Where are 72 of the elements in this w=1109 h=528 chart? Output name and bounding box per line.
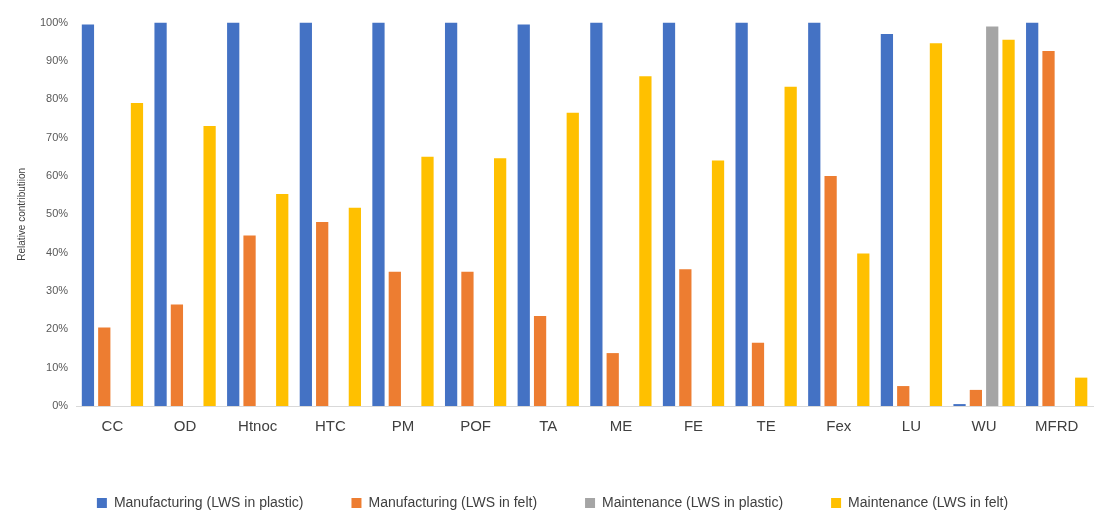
bar: [276, 193, 289, 406]
y-tick-label: 20%: [46, 322, 69, 335]
bar: [227, 22, 240, 406]
bar: [98, 327, 111, 406]
y-tick-label: 60%: [46, 168, 69, 181]
bar: [1042, 50, 1055, 406]
bar: [662, 22, 676, 406]
y-tick-label: 40%: [46, 245, 69, 258]
bar: [880, 34, 894, 406]
y-tick-label: 100%: [39, 15, 69, 28]
bar: [679, 269, 692, 406]
y-tick-label: 80%: [46, 92, 69, 105]
legend-label: Manufacturing (LWS in plastic): [113, 493, 304, 510]
x-tick-label: CC: [101, 417, 124, 435]
bar: [1002, 39, 1015, 406]
bar: [986, 26, 999, 406]
bar: [808, 22, 821, 406]
bar: [857, 253, 870, 406]
bar: [969, 389, 983, 406]
x-tick-label: HTC: [314, 417, 346, 435]
bar: [606, 353, 619, 406]
y-tick-label: 10%: [46, 360, 69, 373]
bar: [566, 112, 579, 406]
bar: [1075, 377, 1088, 406]
x-tick-label: PM: [391, 417, 415, 435]
bar: [388, 271, 401, 406]
x-tick-label: OD: [173, 417, 197, 435]
legend-label: Maintenance (LWS in felt): [848, 493, 1009, 510]
y-axis-title: Relative contributiion: [15, 167, 27, 261]
bar: [154, 22, 167, 406]
bar: [348, 207, 361, 406]
bar: [243, 235, 256, 406]
bar: [784, 86, 797, 406]
bar: [421, 156, 434, 406]
bar: [639, 76, 652, 406]
legend-label: Maintenance (LWS in plastic): [602, 493, 784, 510]
bar: [316, 221, 329, 406]
bar: [444, 22, 458, 406]
bar: [461, 271, 474, 406]
bar: [735, 22, 748, 406]
x-tick-label: WU: [971, 417, 997, 435]
bar: [372, 22, 385, 406]
x-tick-label: FE: [683, 417, 704, 435]
bar: [494, 158, 507, 406]
x-tick-label: TA: [539, 417, 558, 435]
bar: [751, 342, 765, 406]
bar: [130, 103, 144, 406]
x-tick-label: TE: [756, 417, 776, 435]
y-tick-label: 50%: [46, 207, 69, 220]
y-tick-label: 30%: [46, 284, 69, 297]
bar: [517, 24, 530, 406]
legend-label: Manufacturing (LWS in felt): [368, 493, 538, 510]
bar: [299, 22, 312, 406]
x-tick-label: ME: [609, 417, 633, 435]
bar: [533, 315, 547, 406]
bar: [897, 386, 910, 406]
x-tick-label: Htnoc: [238, 417, 278, 435]
bar: [81, 24, 95, 406]
bar: [929, 43, 943, 406]
bar: [1026, 22, 1039, 406]
y-tick-label: 90%: [46, 53, 69, 66]
y-tick-label: 0%: [52, 399, 69, 412]
bar: [711, 160, 725, 406]
x-tick-label: LU: [901, 417, 922, 435]
bar: [170, 304, 184, 406]
bar: [824, 175, 837, 406]
x-tick-label: MFRD: [1035, 417, 1079, 435]
bar: [590, 22, 603, 406]
x-tick-label: Fex: [826, 417, 852, 435]
x-tick-label: POF: [460, 417, 492, 435]
y-tick-label: 70%: [46, 130, 69, 143]
bar: [203, 126, 216, 406]
